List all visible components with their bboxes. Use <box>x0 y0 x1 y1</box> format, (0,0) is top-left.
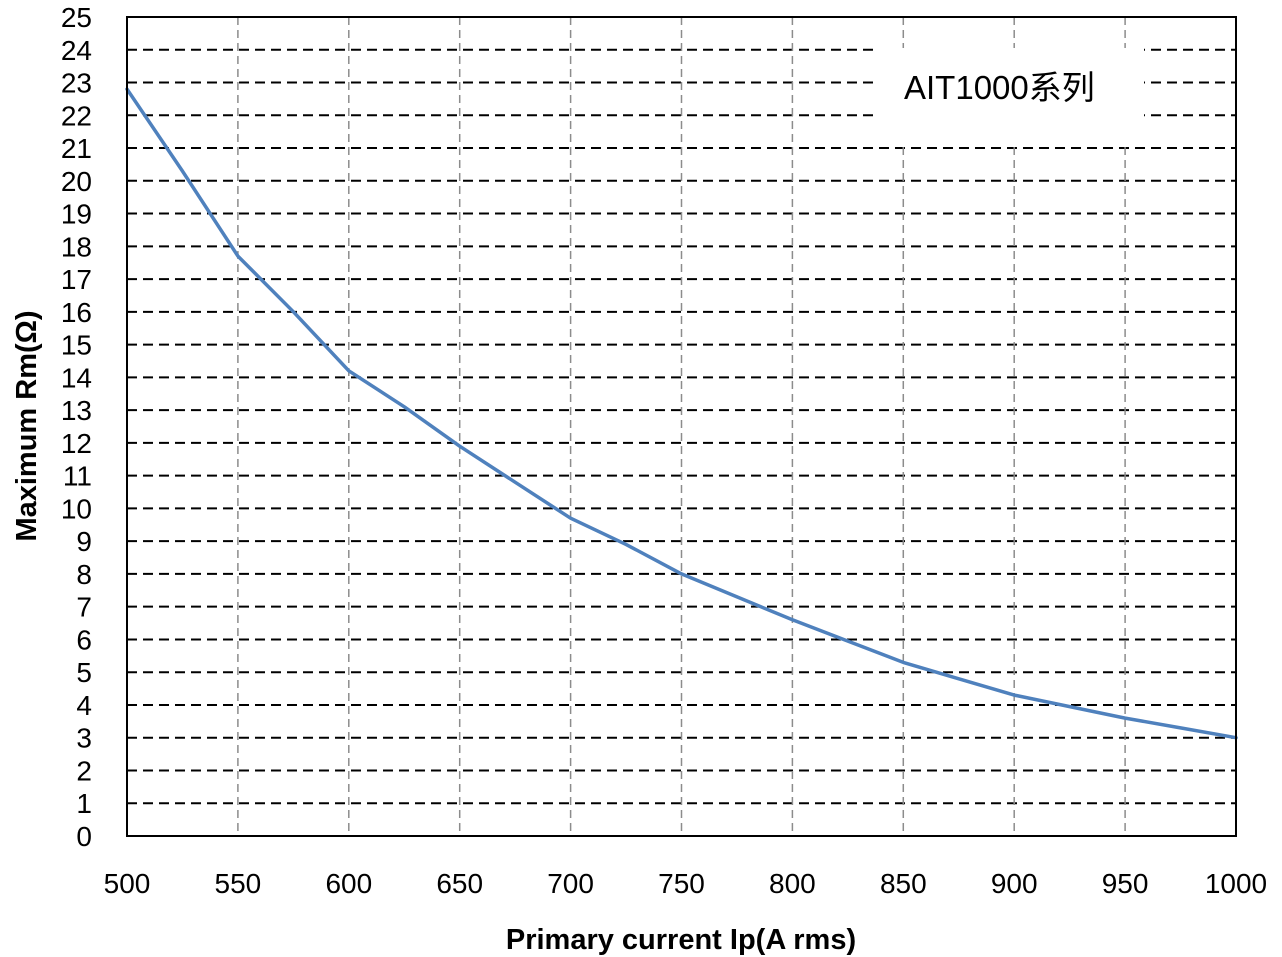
series-line <box>125 87 1238 740</box>
y-tick-label: 19 <box>61 199 92 230</box>
y-tick-label: 17 <box>61 264 92 295</box>
x-tick-label: 500 <box>104 868 151 899</box>
annotation-background <box>878 48 1144 146</box>
y-tick-label: 10 <box>61 493 92 524</box>
x-tick-labels: 500 550 600 650 700 750 800 850 900 950 1000 <box>104 868 1268 899</box>
x-tick-label: 850 <box>880 868 927 899</box>
y-tick-label: 18 <box>61 231 92 262</box>
x-tick-label: 950 <box>1102 868 1149 899</box>
y-tick-label: 25 <box>61 2 92 33</box>
x-tick-label: 1000 <box>1205 868 1267 899</box>
annotation-label: AIT1000系列 <box>904 69 1095 106</box>
annotation-box: AIT1000系列 <box>878 48 1144 146</box>
y-tick-label: 8 <box>76 559 92 590</box>
y-tick-label: 9 <box>76 526 92 557</box>
series-lines <box>125 87 1238 740</box>
y-tick-label: 20 <box>61 166 92 197</box>
grid-lines <box>127 17 1236 836</box>
y-tick-labels: 0123456789101112131415161718192021222324… <box>61 2 92 852</box>
y-tick-label: 24 <box>61 35 92 66</box>
y-tick-label: 13 <box>61 395 92 426</box>
y-tick-label: 15 <box>61 330 92 361</box>
y-tick-label: 23 <box>61 68 92 99</box>
y-tick-label: 7 <box>76 592 92 623</box>
x-axis-title: Primary current Ip(A rms) <box>506 924 856 956</box>
x-tick-label: 700 <box>547 868 594 899</box>
y-tick-label: 11 <box>63 461 92 492</box>
plot-frame <box>126 16 1237 837</box>
x-tick-label: 900 <box>991 868 1038 899</box>
y-axis-title: Maximum Rm(Ω) <box>11 310 43 541</box>
x-tick-label: 650 <box>436 868 483 899</box>
y-tick-label: 12 <box>61 428 92 459</box>
y-tick-label: 16 <box>61 297 92 328</box>
y-tick-label: 21 <box>61 133 92 164</box>
y-tick-label: 5 <box>76 657 92 688</box>
x-tick-label: 600 <box>325 868 372 899</box>
y-tick-label: 6 <box>76 624 92 655</box>
x-tick-label: 800 <box>769 868 816 899</box>
y-tick-label: 22 <box>61 100 92 131</box>
y-tick-label: 14 <box>61 362 92 393</box>
y-tick-label: 0 <box>76 821 92 852</box>
y-tick-label: 1 <box>76 788 92 819</box>
x-tick-label: 550 <box>215 868 262 899</box>
x-tick-label: 750 <box>658 868 705 899</box>
y-tick-label: 4 <box>76 690 92 721</box>
y-tick-label: 2 <box>76 755 92 786</box>
y-tick-label: 3 <box>76 723 92 754</box>
